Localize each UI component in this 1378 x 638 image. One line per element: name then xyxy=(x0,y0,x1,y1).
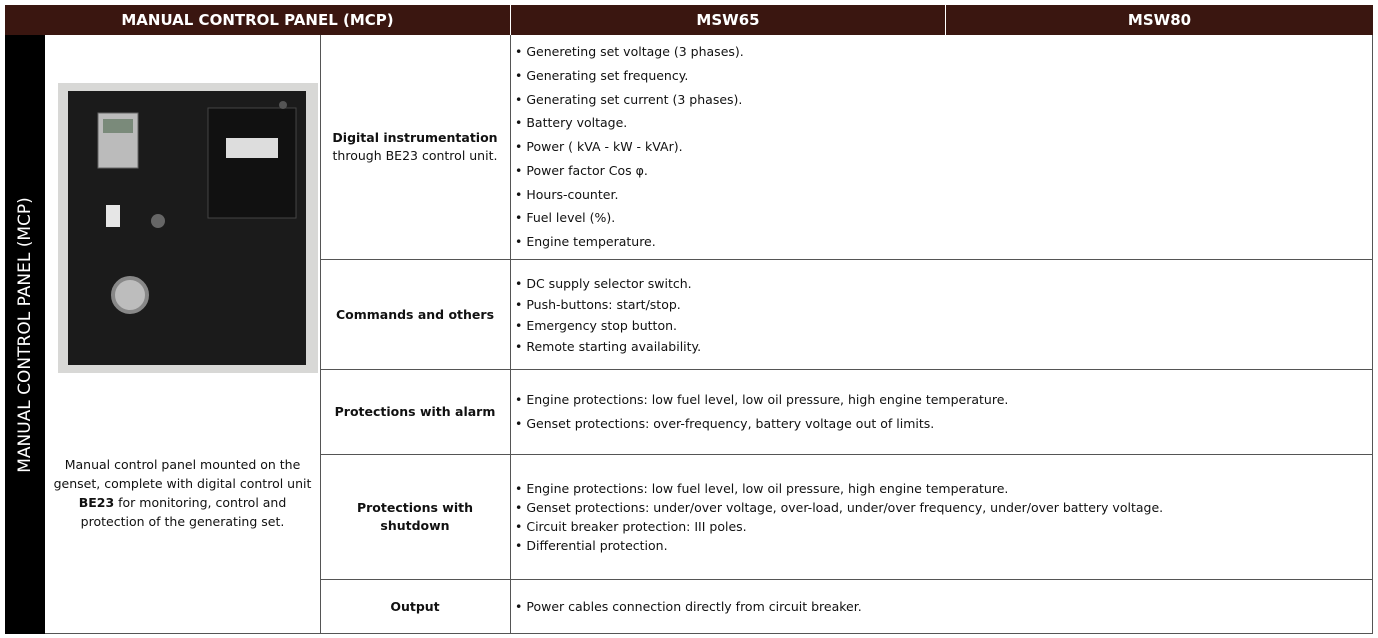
list-item: Fuel level (%). xyxy=(515,206,744,230)
row-label: Digital instrumentation through BE23 cont… xyxy=(332,129,497,165)
row-label-cell: Output xyxy=(320,580,511,634)
list-item: Differential protection. xyxy=(515,536,1163,555)
side-band: MANUAL CONTROL PANEL (MCP) xyxy=(5,35,45,634)
list-item: Engine temperature. xyxy=(515,230,744,254)
list-item: Genereting set voltage (3 phases). xyxy=(515,40,743,64)
description-text: for monitoring, control and protection o… xyxy=(80,495,287,529)
row-content: Engine protections: low fuel level, low … xyxy=(510,455,1373,580)
list-item: Generating set frequency. xyxy=(515,64,744,88)
list-item: Power ( kVA - kW - kVAr). xyxy=(515,135,744,159)
row-label-bold: Commands and others xyxy=(335,306,495,322)
item-list: Engine protections: low fuel level, low … xyxy=(511,388,1008,436)
header-model: MSW80 xyxy=(946,5,1373,35)
description: Manual control panel mounted on the gens… xyxy=(45,455,320,531)
list-item: Power cables connection directly from ci… xyxy=(515,597,861,617)
item-list: DC supply selector switch.Push-buttons: … xyxy=(511,273,701,357)
image-cell: Manual control panel mounted on the gens… xyxy=(45,35,321,634)
header-model: MSW65 xyxy=(511,5,945,35)
row-label-bold: Protections with alarm xyxy=(334,404,496,419)
panel-photo xyxy=(58,83,318,373)
row-label-cell: Protections with shutdown xyxy=(320,455,511,580)
list-item: Remote starting availability. xyxy=(515,336,701,357)
list-item: Generating set current (3 phases). xyxy=(515,88,744,112)
description-text: Manual control panel mounted on the gens… xyxy=(53,457,312,491)
list-item: Battery voltage. xyxy=(515,111,744,135)
item-list: Genereting set voltage (3 phases).Genera… xyxy=(511,40,744,254)
list-item: DC supply selector switch. xyxy=(515,273,701,294)
list-item: Circuit breaker protection: III poles. xyxy=(515,517,1163,536)
list-item: Hours-counter. xyxy=(515,183,744,207)
side-label: MANUAL CONTROL PANEL (MCP) xyxy=(15,197,35,473)
row-content: Genereting set voltage (3 phases).Genera… xyxy=(510,35,1373,260)
row-label: Output xyxy=(390,598,439,616)
row-label-bold: Digital instrumentation xyxy=(332,130,498,145)
row-label-note: through BE23 control unit. xyxy=(332,148,498,163)
list-item: Push-buttons: start/stop. xyxy=(515,294,701,315)
row-content: Engine protections: low fuel level, low … xyxy=(510,370,1373,455)
header-title: MANUAL CONTROL PANEL (MCP) xyxy=(5,5,510,35)
list-item: Emergency stop button. xyxy=(515,315,701,336)
row-label-bold: Output xyxy=(390,598,440,614)
list-item: Genset protections: under/over voltage, … xyxy=(515,498,1163,517)
row-label: Protections with alarm xyxy=(335,403,496,421)
list-item: Power factor Cos φ. xyxy=(515,159,744,183)
row-content: Power cables connection directly from ci… xyxy=(510,580,1373,634)
list-item: Engine protections: low fuel level, low … xyxy=(515,479,1163,498)
item-list: Engine protections: low fuel level, low … xyxy=(511,479,1163,555)
row-label-cell: Protections with alarm xyxy=(320,370,511,455)
row-label: Protections with shutdown xyxy=(326,499,504,535)
item-list: Power cables connection directly from ci… xyxy=(511,597,861,617)
row-label-cell: Digital instrumentation through BE23 cont… xyxy=(320,35,511,260)
description-bold: BE23 xyxy=(78,495,115,510)
row-content: DC supply selector switch.Push-buttons: … xyxy=(510,260,1373,370)
row-label: Commands and others xyxy=(336,306,494,324)
list-item: Genset protections: over-frequency, batt… xyxy=(515,412,1008,436)
row-label-cell: Commands and others xyxy=(320,260,511,370)
list-item: Engine protections: low fuel level, low … xyxy=(515,388,1008,412)
row-label-bold: Protections with shutdown xyxy=(356,500,474,533)
